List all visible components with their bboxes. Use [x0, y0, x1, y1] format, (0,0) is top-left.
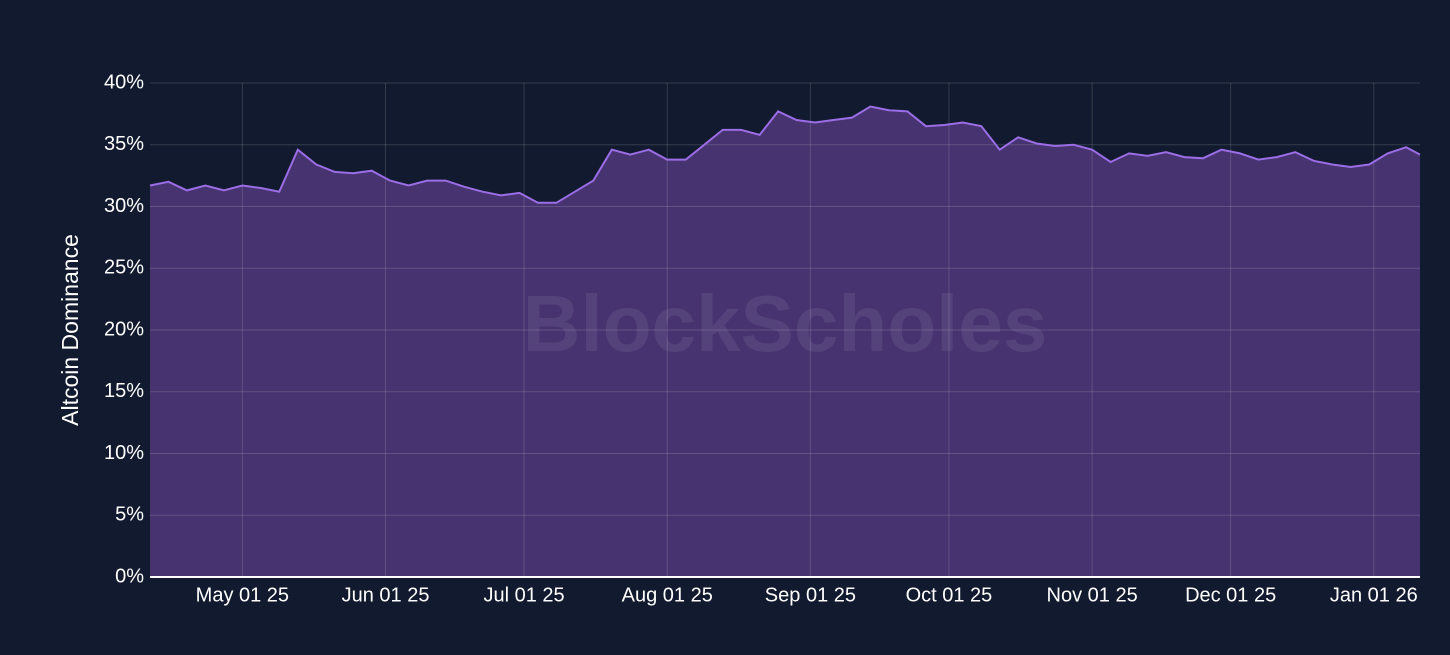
y-tick-label: 20% [104, 318, 144, 340]
x-tick-label: Oct 01 25 [906, 584, 993, 606]
line [149, 105, 1421, 204]
x-tick-label: Dec 01 25 [1185, 584, 1276, 606]
x-tick-label: Jan 01 26 [1330, 584, 1418, 606]
y-tick-label: 25% [104, 257, 144, 279]
y-tick-label: 10% [104, 442, 144, 464]
y-tick-label: 0% [115, 565, 144, 587]
watermark: BlockScholes [523, 279, 1048, 368]
x-tick-label: Nov 01 25 [1047, 584, 1138, 606]
x-tick-label: Sep 01 25 [765, 584, 856, 606]
y-tick-label: 35% [104, 133, 144, 155]
y-tick-label: 40% [104, 71, 144, 93]
x-tick-label: Aug 01 25 [622, 584, 713, 606]
area [150, 106, 1420, 577]
x-tick-label: Jun 01 25 [342, 584, 430, 606]
y-tick-label: 30% [104, 195, 144, 217]
y-tick-label: 5% [115, 504, 144, 526]
y-axis-label: Altcoin Dominance [57, 234, 83, 426]
y-tick-label: 15% [104, 380, 144, 402]
x-tick-label: Jul 01 25 [483, 584, 564, 606]
x-tick-label: May 01 25 [196, 584, 289, 606]
